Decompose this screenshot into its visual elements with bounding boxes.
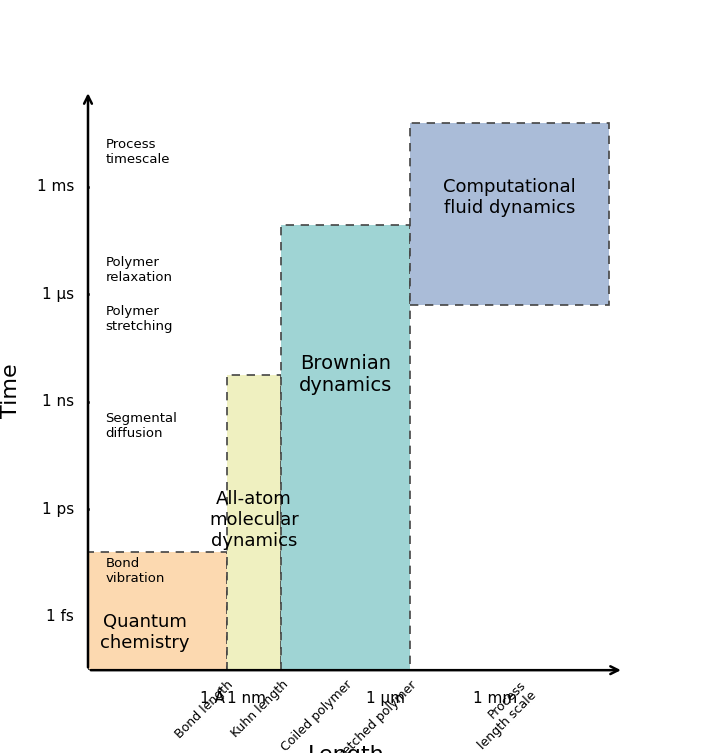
Text: 1 ps: 1 ps	[42, 501, 74, 517]
Text: 1 mm: 1 mm	[472, 691, 517, 706]
Bar	[410, 123, 609, 305]
Text: Time: Time	[1, 364, 21, 419]
Text: 1 ms: 1 ms	[37, 179, 74, 194]
Bar	[88, 552, 227, 670]
Text: Kuhn length: Kuhn length	[228, 678, 291, 740]
Bar	[227, 375, 282, 670]
Text: All-atom
molecular
dynamics: All-atom molecular dynamics	[209, 490, 299, 550]
Text: 1 nm: 1 nm	[227, 691, 266, 706]
Text: Length: Length	[308, 745, 384, 753]
Text: 1 Å: 1 Å	[199, 691, 225, 706]
Text: Bond length: Bond length	[173, 678, 236, 741]
Bar	[282, 224, 410, 670]
Text: Brownian
dynamics: Brownian dynamics	[299, 355, 393, 395]
Text: Stretched polymer: Stretched polymer	[328, 678, 420, 753]
Text: 1 ns: 1 ns	[42, 395, 74, 409]
Text: Coiled polymer: Coiled polymer	[279, 678, 355, 753]
Text: Polymer
stretching: Polymer stretching	[106, 304, 173, 333]
Text: Computational
fluid dynamics: Computational fluid dynamics	[444, 178, 576, 217]
Text: 1 fs: 1 fs	[46, 609, 74, 624]
Text: Process
length scale: Process length scale	[465, 678, 539, 752]
Text: Polymer
relaxation: Polymer relaxation	[106, 256, 172, 284]
Text: Bond
vibration: Bond vibration	[106, 557, 165, 585]
Text: Process
timescale: Process timescale	[106, 138, 170, 166]
Text: 1 μm: 1 μm	[366, 691, 405, 706]
Text: 1 μs: 1 μs	[42, 287, 74, 302]
Text: Segmental
diffusion: Segmental diffusion	[106, 412, 177, 440]
Text: Quantum
chemistry: Quantum chemistry	[100, 613, 190, 652]
